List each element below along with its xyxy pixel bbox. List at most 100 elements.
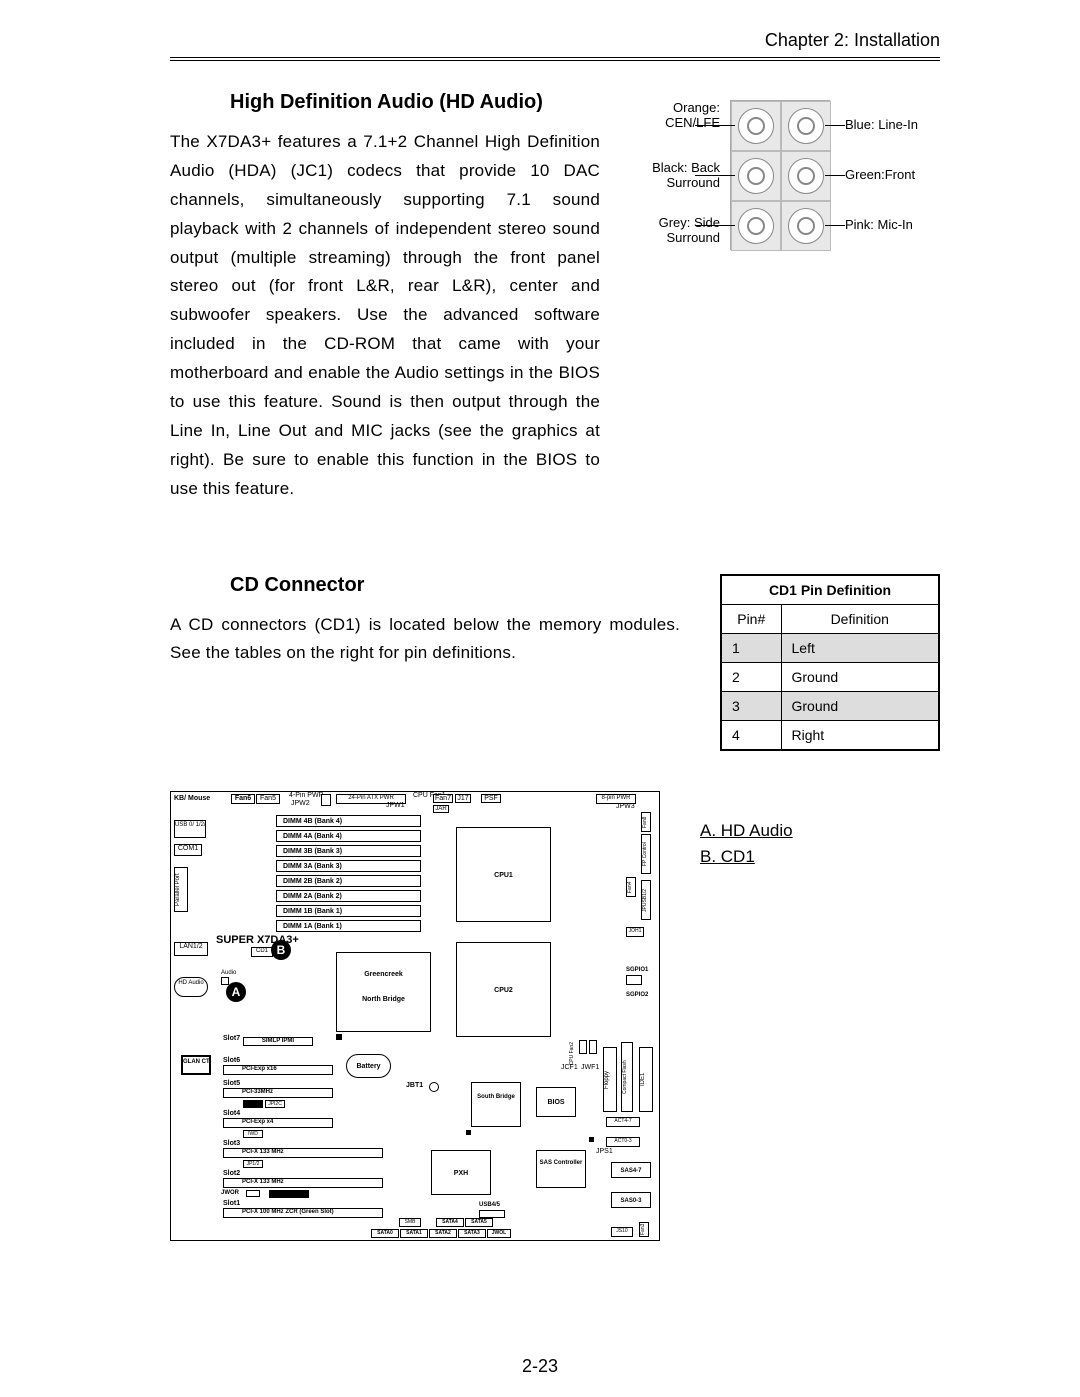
slot4-lbl: Slot4 [223,1110,240,1117]
cell: Right [781,720,939,750]
label-pink: Pink: Mic-In [845,217,955,232]
jar: JAR [433,805,449,813]
dimm: DIMM 3A (Bank 3) [276,860,421,872]
dimm: DIMM 2B (Bank 2) [276,875,421,887]
sgpio1: SGPIO1 [626,967,648,973]
south-bridge: South Bridge [471,1082,521,1127]
fp-control: FP Control [641,834,651,874]
bios: BIOS [536,1087,576,1117]
cell: 1 [721,633,781,662]
cell: Ground [781,691,939,720]
jpw2 [321,794,331,806]
marker-a: A [226,982,246,1002]
cd1-table-title: CD1 Pin Definition [721,575,939,605]
smb: SMB [399,1218,421,1227]
cpu-f-box [579,1040,587,1054]
cell: 3 [721,691,781,720]
slot2: PCI-X 133 MHz [223,1178,383,1188]
hd-audio-port: HD Audio [174,977,208,997]
slot7: SIMLP IPMI [243,1037,313,1046]
dimm: DIMM 2A (Bank 2) [276,890,421,902]
pxh: PXH [431,1150,491,1195]
audio-jack-diagram: Orange: CEN/LFE Black: Back Surround Gre… [620,95,940,295]
table-row: 3Ground [721,691,939,720]
fan7: Fan7 [433,794,453,803]
table-row: 1Left [721,633,939,662]
chapter-header: Chapter 2: Installation [170,30,940,57]
slot6: PCI-Exp x16 [223,1065,333,1075]
diagram-legend: A. HD Audio B. CD1 [700,821,793,1241]
hd-audio-title: High Definition Audio (HD Audio) [230,91,600,114]
jack-black [738,158,774,194]
kb-mouse: KB/ Mouse [174,795,210,802]
floppy: Floppy [603,1047,617,1112]
sas03: SAS0-3 [611,1192,651,1208]
joh: JOH1 [626,927,644,937]
sata5: SATA5 [465,1218,493,1227]
jack-pink [788,208,824,244]
table-row: 2Ground [721,662,939,691]
cell: Left [781,633,939,662]
fan8: Fan8 [641,812,651,832]
cd-connector-section: CD Connector A CD connectors (CD1) is lo… [170,574,940,751]
slot4: PCI-Exp x4 [223,1118,333,1128]
sas-ctrl: SAS Controller [536,1150,586,1188]
jpusb: JPUSB1/2 [641,880,651,920]
sb-pin1 [466,1130,471,1135]
ide1: IDE1 [639,1047,653,1112]
slot7-lbl: Slot7 [223,1035,240,1042]
audio-hdr [221,977,229,985]
cd1-hdr: CD1 [251,947,273,957]
act47: ACT4-7 [606,1117,640,1127]
sgpio2: SGPIO2 [626,992,648,998]
marker-b: B [271,940,291,960]
jpw1: JPW1 [386,802,405,809]
nb-pin1 [336,1034,342,1040]
dimm: DIMM 3B (Bank 3) [276,845,421,857]
slot1: PCI-X 100 MHz ZCR (Green Slot) [223,1208,383,1218]
sata3: SATA3 [458,1229,486,1238]
sata2: SATA2 [429,1229,457,1238]
battery: Battery [346,1054,391,1078]
jwf: JWF1 [581,1064,599,1071]
parallel-port: Parallel Port [174,867,188,912]
cd1-pin-table: CD1 Pin Definition Pin# Definition 1Left… [720,574,940,751]
lan: LAN1/2 [174,942,208,956]
motherboard-diagram: Fan6 Fan5 4-Pin PWR JPW2 24-Pin ATX PWR … [170,791,660,1241]
i2c-jpwr [243,1100,263,1108]
sata4: SATA4 [436,1218,464,1227]
sata1: SATA1 [400,1229,428,1238]
fan4: Fan4 [626,877,636,897]
usb45 [479,1210,505,1218]
dimm: DIMM 4B (Bank 4) [276,815,421,827]
jack-blue [788,108,824,144]
cd1-col-pin: Pin# [721,604,781,633]
jack-block [730,100,830,250]
cell: 2 [721,662,781,691]
slot5: PCI-33MHz [223,1088,333,1098]
jwor-lbl: JWOR [221,1190,239,1196]
pwr4: 4-Pin PWR [289,792,324,799]
cell: 4 [721,720,781,750]
dimm: DIMM 4A (Bank 4) [276,830,421,842]
slot5-lbl: Slot5 [223,1080,240,1087]
j17: J17 [455,794,471,803]
jack-orange [738,108,774,144]
act-dot [589,1137,594,1142]
slot6-lbl: Slot6 [223,1057,240,1064]
nb-name: Greencreek [337,971,430,978]
slot3: PCI-X 133 MHz [223,1148,383,1158]
js10: JS10 [611,1227,633,1237]
hd-audio-text: The X7DA3+ features a 7.1+2 Channel High… [170,128,600,504]
label-green: Green:Front [845,167,955,182]
jbt1-lbl: JBT1 [406,1082,423,1089]
sata0: SATA0 [371,1229,399,1238]
dimm: DIMM 1A (Bank 1) [276,920,421,932]
label-grey: Grey: Side Surround [620,215,720,245]
usb-ports: USB 0/ 1/2/3 [174,820,206,838]
legend-a: A. HD Audio [700,821,793,841]
jack-green [788,158,824,194]
hd-audio-section: High Definition Audio (HD Audio) The X7D… [170,91,940,504]
north-bridge: Greencreek North Bridge [336,952,431,1032]
legend-b: B. CD1 [700,847,793,867]
